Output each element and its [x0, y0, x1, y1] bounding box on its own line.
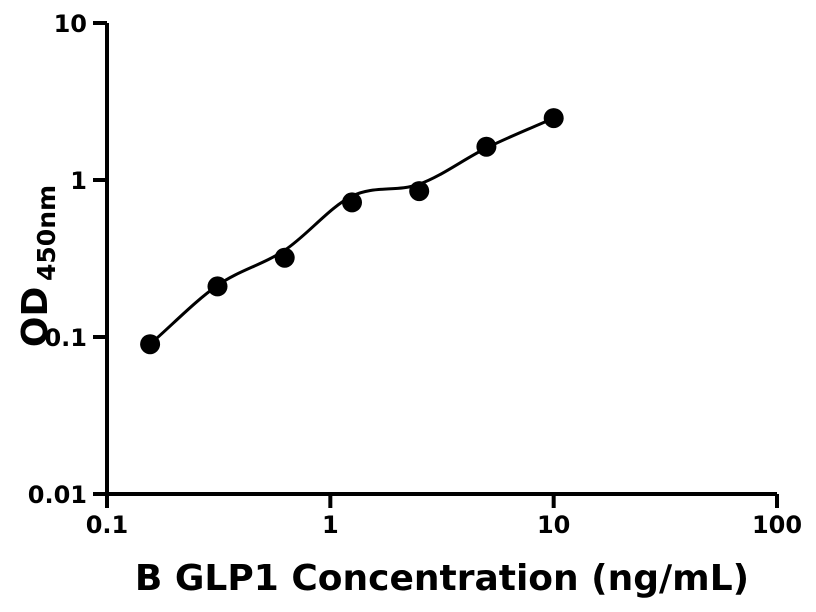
y-axis-title: OD 450nm — [15, 185, 61, 347]
y-axis-title-sub: 450nm — [32, 185, 61, 281]
data-point — [543, 108, 564, 129]
data-point — [274, 247, 295, 268]
data-point — [409, 181, 430, 202]
x-tick-label: 10 — [537, 511, 570, 539]
data-point — [207, 276, 228, 297]
y-tick-label: 0.1 — [44, 324, 87, 352]
x-axis-title: B GLP1 Concentration (ng/mL) — [135, 558, 749, 599]
data-point — [476, 136, 497, 157]
y-axis-title-main: OD — [15, 287, 56, 348]
x-tick-label: 1 — [322, 511, 339, 539]
y-tick-label: 10 — [54, 10, 87, 38]
x-tick-label: 0.1 — [86, 511, 129, 539]
plot-layer — [140, 108, 564, 355]
axes-layer — [105, 23, 777, 496]
x-tick-label: 100 — [752, 511, 802, 539]
data-point — [140, 334, 161, 355]
data-point — [342, 192, 362, 213]
y-tick-label: 1 — [70, 167, 87, 195]
y-tick-label: 0.01 — [28, 481, 87, 509]
